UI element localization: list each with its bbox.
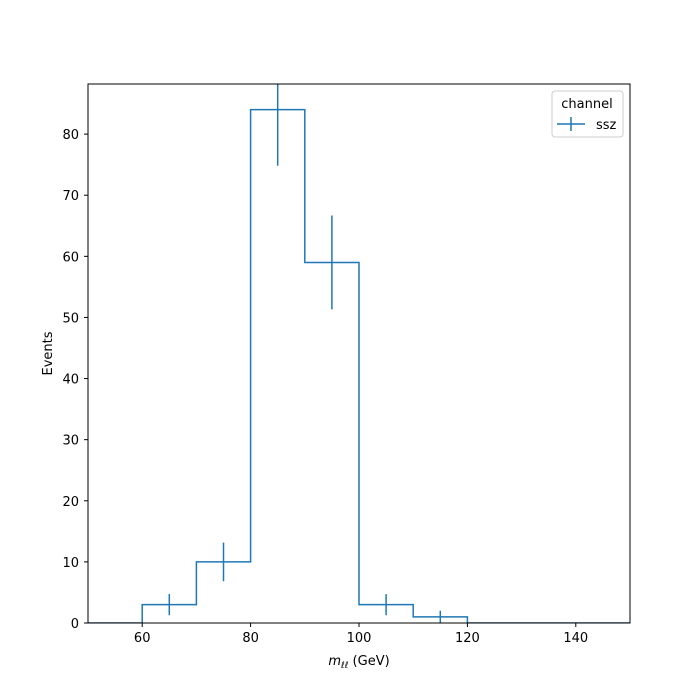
y-axis-ticks: 0 10 20 30 40 50 60 70 80 — [62, 128, 88, 632]
y-tick-label: 0 — [71, 617, 79, 632]
histogram-step-ssz — [88, 108, 630, 623]
y-tick-label: 80 — [62, 128, 79, 143]
y-tick-label: 40 — [62, 373, 79, 388]
x-axis-label: mℓℓ (GeV) — [328, 654, 389, 671]
legend-title: channel — [561, 97, 612, 112]
axes-frame — [87, 83, 631, 624]
legend-label-ssz: ssz — [596, 118, 617, 133]
x-tick-label: 140 — [563, 631, 588, 646]
y-tick-label: 20 — [62, 495, 79, 510]
y-tick-label: 70 — [62, 189, 79, 204]
legend-marker-ssz — [557, 117, 585, 131]
x-tick-label: 100 — [347, 631, 372, 646]
y-tick-label: 60 — [62, 250, 79, 265]
x-tick-label: 120 — [455, 631, 480, 646]
y-tick-label: 30 — [62, 434, 79, 449]
legend: channel ssz — [551, 90, 624, 138]
x-tick-label: 80 — [242, 631, 259, 646]
x-axis-ticks: 60 80 100 120 140 — [134, 623, 588, 646]
plot-area — [88, 84, 630, 623]
y-tick-label: 10 — [62, 556, 79, 571]
y-axis-label: Events — [41, 331, 56, 375]
y-tick-label: 50 — [62, 311, 79, 326]
legend-box — [551, 90, 624, 138]
x-tick-label: 60 — [134, 631, 151, 646]
